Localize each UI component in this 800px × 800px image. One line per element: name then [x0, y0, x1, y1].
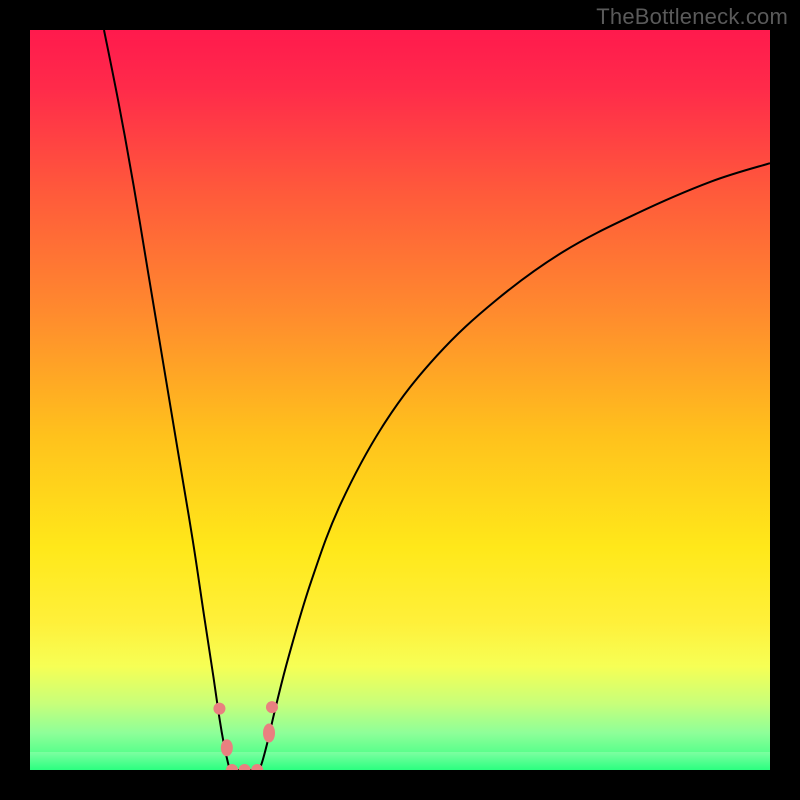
- curve-right: [259, 163, 770, 770]
- plot-area: [30, 30, 770, 770]
- marker-trough-mid-dot: [239, 764, 251, 770]
- watermark-text: TheBottleneck.com: [596, 4, 788, 30]
- marker-left-upper-dot: [213, 703, 225, 715]
- marker-right-upper-dot: [266, 701, 278, 713]
- curve-left: [104, 30, 230, 770]
- marker-right-lower-blob: [263, 724, 275, 743]
- chart-svg: [30, 30, 770, 770]
- marker-left-lower-blob: [221, 739, 233, 756]
- frame-right: [770, 0, 800, 800]
- frame-left: [0, 0, 30, 800]
- frame-bottom: [0, 770, 800, 800]
